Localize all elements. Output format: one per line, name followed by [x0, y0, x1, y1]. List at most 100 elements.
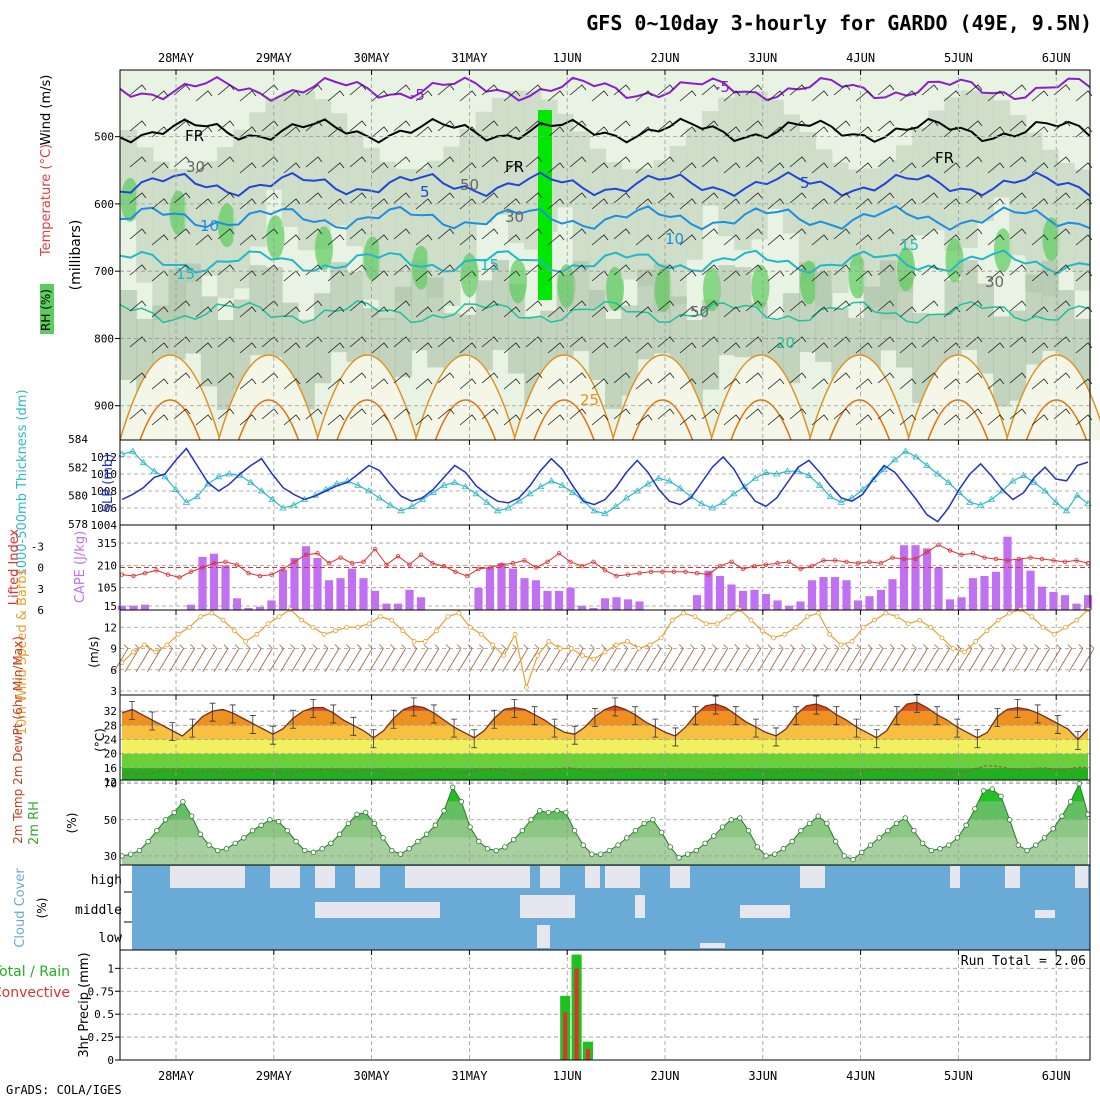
rh-green-patch — [654, 267, 673, 312]
thickness-point — [805, 471, 813, 478]
wind-barb — [129, 192, 147, 204]
cape-bar — [911, 545, 920, 610]
wind-speed-point — [557, 646, 563, 651]
wind-speed-point — [838, 642, 844, 648]
wind-speed-point — [299, 617, 305, 623]
cape-bar — [991, 571, 1001, 610]
lifted-index-point — [1039, 556, 1045, 562]
thickness-point — [976, 501, 985, 508]
wind-barb — [217, 120, 235, 132]
wind-barb — [965, 84, 983, 96]
thickness-point — [987, 495, 996, 502]
isotherm-10 — [119, 205, 1091, 231]
wind-barb — [811, 234, 829, 246]
wind-speed-point — [568, 646, 574, 651]
lifted-index-point — [395, 553, 401, 559]
temp-30-contour — [828, 399, 891, 441]
thickness-point — [1030, 478, 1039, 485]
rh-mid-cell — [459, 128, 477, 279]
wind-barb — [481, 336, 499, 348]
rh-dark-cell — [508, 283, 526, 374]
rh-point — [963, 822, 969, 828]
temp-minmax-bar — [350, 716, 357, 736]
wind-barb — [767, 126, 785, 138]
wind-speed-point — [726, 614, 731, 620]
wind-barb — [613, 228, 631, 240]
thickness-point — [1041, 487, 1049, 494]
wind-barb — [745, 408, 763, 420]
wind-barb — [283, 414, 301, 426]
wind-speed-point — [153, 649, 159, 655]
rh-point — [484, 846, 491, 852]
cape-tick-label: 210 — [97, 559, 117, 572]
rh-point — [928, 847, 935, 854]
cape-bar — [715, 576, 725, 610]
rh-point — [389, 847, 395, 854]
wind-barb — [635, 414, 653, 426]
wind-barb — [877, 336, 895, 348]
lifted-index-point — [1074, 558, 1079, 563]
wind-barb — [855, 342, 873, 354]
slp-tick-label: 1006 — [91, 502, 118, 515]
wind-barb — [415, 234, 433, 246]
wind-barb — [965, 228, 983, 240]
rh-dark-cell — [1025, 274, 1043, 365]
cape-bar — [382, 603, 391, 610]
rh-point — [893, 820, 900, 827]
wind-barb — [437, 120, 455, 132]
rh-point — [832, 838, 839, 845]
wind-barb — [877, 228, 895, 240]
wind-barb — [547, 126, 565, 138]
wind-barb — [459, 306, 477, 318]
temp-25-contour — [414, 354, 517, 441]
bottom-date-label: 28MAY — [158, 1069, 195, 1083]
wind-barb — [349, 156, 367, 168]
rh-point — [302, 847, 308, 854]
wind-speed-point — [602, 649, 608, 655]
rh-point — [441, 808, 447, 814]
wind-barb — [679, 270, 697, 282]
wind-barb — [503, 342, 521, 354]
contour-label: FR — [935, 149, 954, 167]
wind-barb — [857, 644, 873, 672]
rh-point — [1006, 817, 1013, 823]
rh-point — [467, 824, 473, 830]
wind-barb — [987, 162, 1005, 174]
cape-bar — [531, 580, 541, 610]
wind-barb — [525, 228, 543, 240]
wind-barb — [735, 644, 751, 672]
wind-barb — [173, 192, 191, 204]
wind-barb — [635, 198, 653, 210]
wind-barb — [217, 408, 235, 420]
wind-barb — [1031, 162, 1049, 174]
wind-barb — [371, 198, 389, 210]
rh-dark-cell — [588, 290, 606, 381]
rh-point — [754, 844, 760, 850]
wind-barb — [902, 644, 917, 672]
wind-barb — [202, 644, 218, 672]
chart-title: GFS 0~10day 3-hourly for GARDO (49E, 9.5… — [586, 11, 1092, 35]
rh-point — [737, 815, 743, 821]
wind-barb — [349, 372, 367, 384]
lifted-index-point — [499, 562, 504, 567]
wind-speed-point — [130, 649, 136, 655]
rh-point — [1050, 826, 1056, 832]
wind-barb — [724, 644, 740, 672]
thickness-point — [139, 458, 148, 466]
rh-point — [571, 827, 578, 834]
wind-barb — [151, 198, 169, 210]
wind-speed-point — [759, 628, 765, 634]
wind-barb — [745, 264, 763, 276]
wind-barb — [635, 126, 653, 138]
cape-bar — [508, 568, 518, 610]
thickness-axis-label: 1000-500mb Thickness (dm) — [15, 389, 30, 576]
wind-barb — [767, 342, 785, 354]
rh-point — [493, 847, 499, 854]
cloud-gap — [405, 866, 530, 888]
wind-barb — [481, 372, 499, 384]
wind-barb — [723, 342, 741, 354]
cloud-gap — [170, 866, 245, 888]
cape-bar — [232, 598, 242, 610]
cape-bar — [117, 605, 127, 610]
wind-barb — [346, 644, 362, 672]
